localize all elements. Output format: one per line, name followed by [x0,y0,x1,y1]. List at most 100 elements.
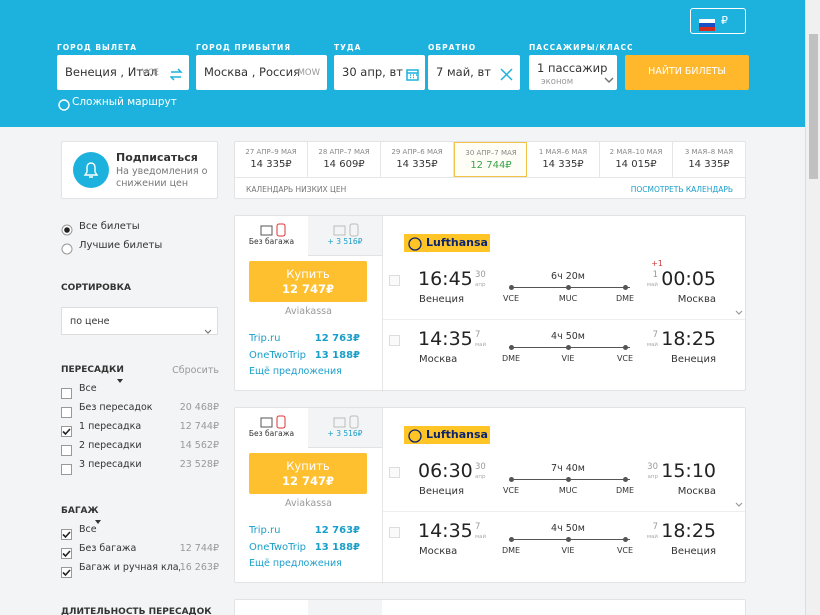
offer-name[interactable]: OneTwoTrip [249,350,306,361]
calendar-price: 14 335₽ [688,159,730,170]
duration: 6ч 20м [551,271,585,282]
checkbox-label[interactable]: Все [79,383,97,394]
field[interactable]: 1 пассажир эконом [529,55,617,90]
airport-code: VIE [561,354,575,363]
reset-link[interactable]: Сбросить [172,365,219,376]
calendar-day[interactable]: 30 АПР–7 МАЯ 12 744₽ [454,142,527,177]
calendar-day[interactable]: 1 МАЯ–6 МАЯ 14 335₽ [527,142,600,177]
segment-checkbox[interactable] [389,467,400,478]
subscribe-card[interactable]: Подписаться На уведомления о снижении цен [61,141,218,199]
calendar-day[interactable]: 28 АПР–7 МАЯ 14 609₽ [308,142,381,177]
tab-active[interactable]: Без багажа [235,216,308,256]
sort-select[interactable]: по цене [61,307,218,335]
radio [61,221,73,240]
buy-price: 12 747₽ [281,474,334,488]
field-label: ГОРОД ПРИБЫТИЯ [196,43,292,52]
flag-svg [699,19,715,31]
calendar-dates: 3 МАЯ–8 МАЯ [684,148,734,156]
radio-label[interactable]: Лучшие билеты [79,240,163,251]
buy-button[interactable]: Купить 12 747₽ [249,261,367,302]
airport-code: MUC [558,486,578,495]
segment-checkbox[interactable] [389,527,400,538]
segment-checkbox[interactable] [389,335,400,346]
calendar-day[interactable]: 2 МАЯ–10 МАЯ 14 015₽ [600,142,673,177]
field[interactable]: Венеция , Итал VCE [57,55,189,90]
arr-time: 18:25 [661,520,716,542]
scrollbar[interactable] [805,0,820,615]
radio-label[interactable]: Все билеты [79,221,140,232]
buy-price: 12 747₽ [281,282,334,296]
checkbox-label[interactable]: Багаж и ручная кладь [79,562,191,573]
tab-active[interactable]: Без багажа [235,408,308,448]
field-sub: эконом [541,77,574,87]
field-code: VCE [141,68,159,78]
arr-month: апр [647,474,658,480]
arr-time: 18:25 [661,328,716,350]
calendar-day[interactable]: 3 МАЯ–8 МАЯ 14 335₽ [673,142,746,177]
field-label: ОБРАТНО [428,43,477,52]
route-icon [58,96,70,115]
checkbox-label[interactable]: 3 пересадки [79,459,142,470]
route-icon-svg [58,99,70,111]
bell [73,152,109,192]
tab-label: Без багажа [248,429,295,438]
calendar-day[interactable]: 27 АПР–9 МАЯ 14 335₽ [235,142,308,177]
complex-route-link[interactable]: Сложный маршрут [72,96,177,108]
dep-day: 30 [475,270,486,280]
more-link[interactable]: Ещё предложения [249,366,342,377]
offer-price[interactable]: 12 763₽ [314,525,360,536]
calendar-caption: КАЛЕНДАРЬ НИЗКИХ ЦЕН [246,185,347,194]
field[interactable]: Москва , Россия MOW [196,55,327,90]
field[interactable]: 7 май, вт [428,55,520,90]
checkbox-label[interactable]: 2 пересадки [79,440,142,451]
offer-name[interactable]: Trip.ru [249,525,281,536]
airport-code: DME [501,354,521,363]
airport-code: VIE [561,546,575,555]
calendar-price: 14 015₽ [615,159,657,170]
field-code: MOW [297,68,320,78]
tab-inactive[interactable]: + 3 516₽ [308,408,382,448]
checkbox-svg [61,426,72,437]
more-link[interactable]: Ещё предложения [249,558,342,569]
checkbox-label[interactable]: Без багажа [79,543,137,554]
tab-inactive[interactable] [308,600,382,615]
tab-inactive[interactable]: + 3 516₽ [308,216,382,256]
segment-checkbox[interactable] [389,275,400,286]
checkbox-svg [61,548,72,559]
offer-name[interactable]: Trip.ru [249,333,281,344]
duration: 4ч 50м [551,523,585,534]
offer-price[interactable]: 13 188₽ [314,542,360,553]
offer-price[interactable]: 13 188₽ [314,350,360,361]
seller: Aviakassa [285,498,332,509]
airline-logo: Lufthansa [404,234,490,252]
checkbox-svg [61,567,72,578]
ticket-card-partial [234,599,746,615]
search-button[interactable]: НАЙТИ БИЛЕТЫ [625,55,749,90]
checkbox-label[interactable]: Без пересадок [79,402,153,413]
checkbox [61,384,72,403]
buy-button[interactable]: Купить 12 747₽ [249,453,367,494]
calendar-day[interactable]: 29 АПР–6 МАЯ 14 335₽ [381,142,454,177]
clear-icon-svg [500,68,513,81]
dep-time: 16:45 [418,268,473,290]
field-label: ТУДА [334,43,362,52]
expand-arrow-svg [735,310,743,315]
checkbox-label[interactable]: 1 пересадка [79,421,142,432]
calendar-dates: 28 АПР–7 МАЯ [318,148,370,156]
scroll-thumb[interactable] [809,34,818,179]
currency-button[interactable]: ₽ [690,8,746,34]
arr-time: 15:10 [661,460,716,482]
field-label: ГОРОД ВЫЛЕТА [57,43,138,52]
offer-price[interactable]: 12 763₽ [314,333,360,344]
caret-svg [95,520,101,524]
offer-name[interactable]: OneTwoTrip [249,542,306,553]
calendar-card: 27 АПР–9 МАЯ 14 335₽ 28 АПР–7 МАЯ 14 609₽ 29… [234,141,746,199]
dep-day: 7 [475,522,481,532]
dep-city: Венеция [419,486,465,497]
calendar-link[interactable]: ПОСМОТРЕТЬ КАЛЕНДАРЬ [630,185,733,194]
calendar-price: 14 335₽ [396,159,438,170]
baggage-icons [260,414,287,433]
field[interactable]: 30 апр, вт [334,55,425,90]
checkbox-label[interactable]: Все [79,524,97,535]
route-dot [623,477,628,482]
